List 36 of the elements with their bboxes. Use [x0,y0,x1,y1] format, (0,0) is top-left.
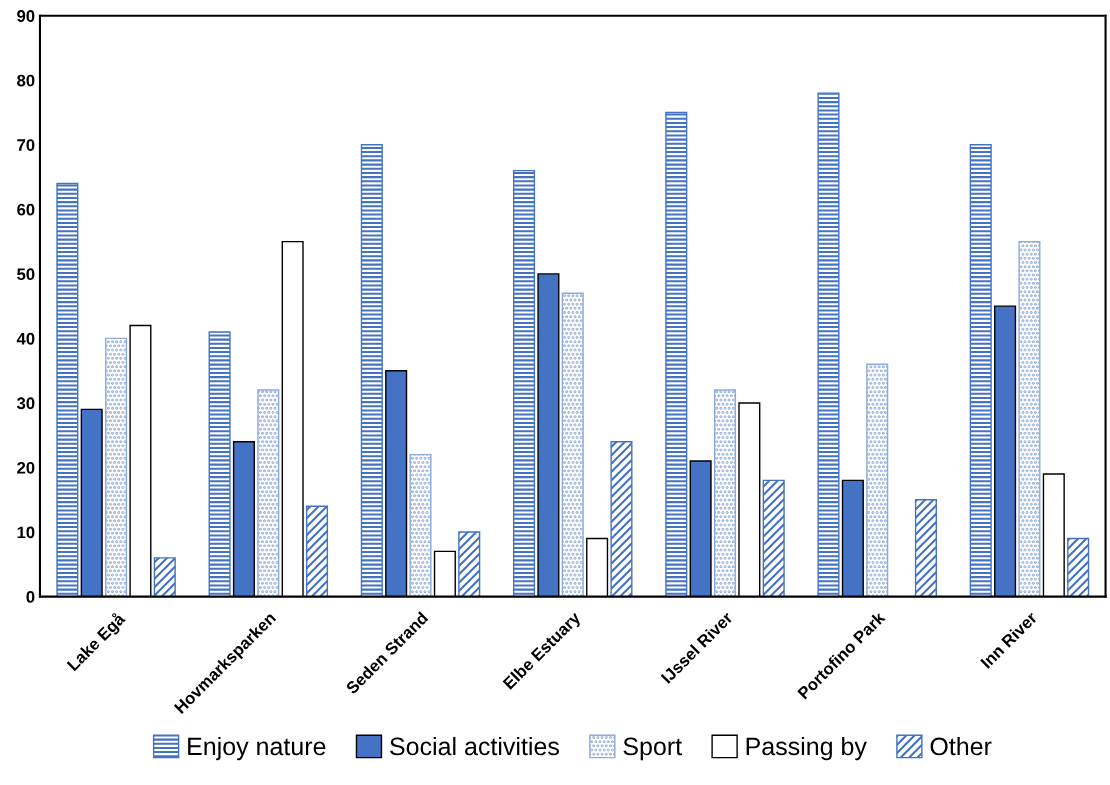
legend-label: Enjoy nature [188,736,326,761]
bar [866,363,889,597]
bar [1018,240,1041,597]
bar [969,144,992,597]
bar [665,111,688,597]
y-tick-label: 90 [17,10,35,22]
bar [914,499,937,597]
y-tick-label: 60 [17,203,35,216]
y-tick-label: 10 [17,526,35,539]
bar [1067,537,1090,597]
legend-label: Social activities [390,736,559,756]
y-tick-label: 50 [17,268,35,281]
bar [762,479,785,597]
y-tick-label: 30 [16,397,35,410]
bar [208,331,231,597]
bar [105,337,128,597]
bar [817,92,840,597]
bar [153,557,176,597]
bar [360,144,383,597]
legend-label: Other [930,736,992,756]
bar [56,182,79,597]
bar [713,389,737,597]
bar [257,389,280,597]
bar [513,169,536,597]
bar [458,531,481,597]
y-tick-label: 80 [17,74,35,87]
y-tick-label: 0 [26,591,35,603]
bar [561,292,584,597]
bar [305,505,329,597]
y-tick-label: 20 [17,461,35,474]
bar [409,453,432,597]
legend-label: Passing by [746,736,867,761]
legend-label: Sport [623,737,682,761]
y-tick-label: 40 [16,332,35,345]
y-tick-label: 70 [17,139,35,151]
bar [610,440,633,597]
